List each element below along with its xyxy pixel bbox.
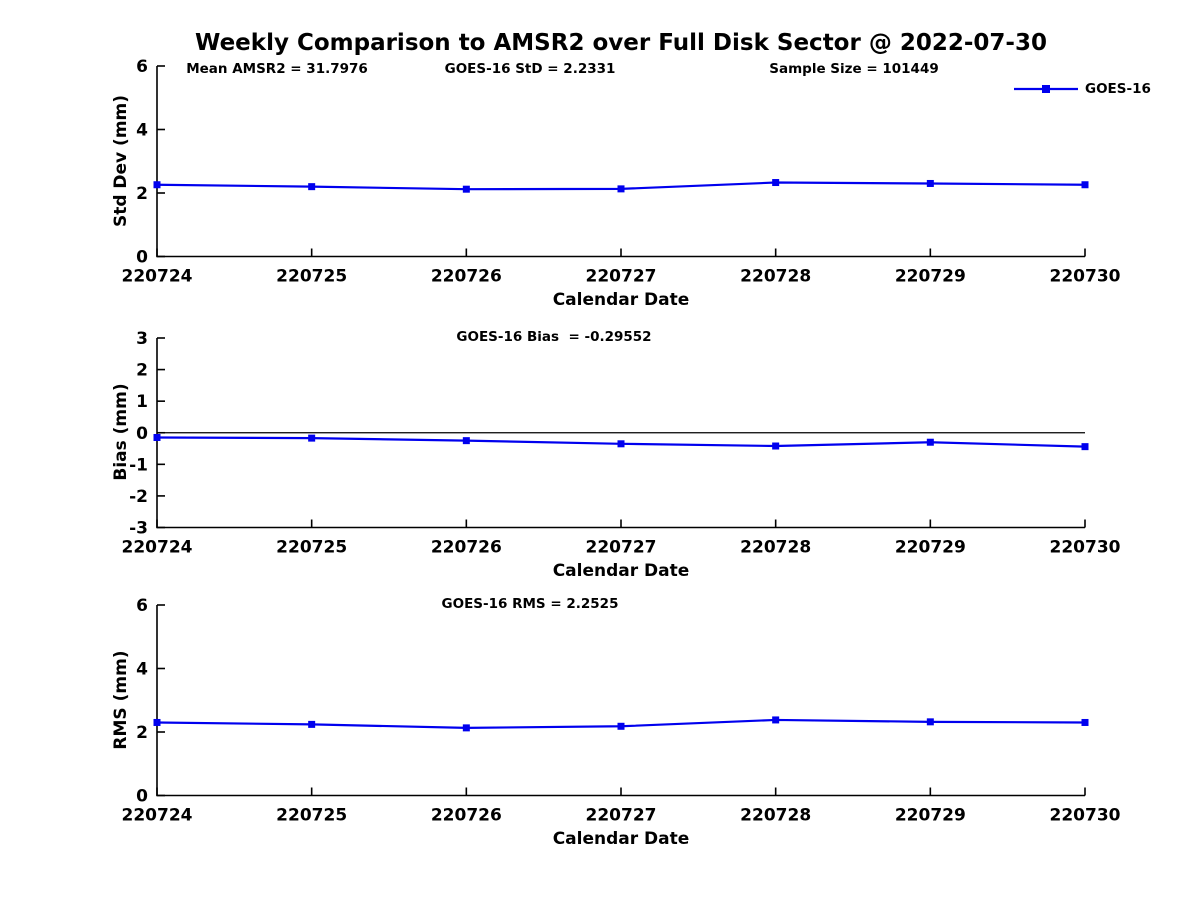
data-point-marker [153, 433, 161, 441]
legend-line-marker-icon [1014, 85, 1078, 93]
data-point-marker [462, 185, 470, 193]
data-point-marker [1081, 181, 1089, 189]
data-point-marker [1081, 443, 1089, 451]
subplot-std-dev-series-markers [153, 179, 1089, 193]
data-point-marker [617, 722, 625, 730]
data-point-marker [926, 179, 934, 187]
y-tick-label: 0 [136, 424, 148, 444]
y-tick-label: 2 [136, 723, 148, 743]
annotation-sample-size: Sample Size = 101449 [769, 61, 939, 77]
annotation-goes16-bias: GOES-16 Bias = -0.29552 [456, 329, 652, 345]
annotation-goes16-std: GOES-16 StD = 2.2331 [444, 61, 616, 77]
subplot-rms-series-markers [153, 716, 1089, 732]
data-point-marker [462, 437, 470, 445]
subplot-rms-x-ticks: 220724 220725 220726 220727 220728 220729 2207… [122, 787, 1121, 826]
x-tick-label: 220725 [276, 538, 347, 558]
data-point-marker [308, 434, 316, 442]
data-point-marker [1081, 718, 1089, 726]
y-tick-label: -3 [129, 519, 148, 539]
x-tick-label: 220726 [431, 267, 502, 287]
data-point-marker [617, 185, 625, 193]
subplot-bias-x-ticks: 220724 220725 220726 220727 220728 220729 2207… [122, 519, 1121, 558]
subplot-std-dev-x-ticks: 220724 220725 220726 220727 220728 220729 2207… [122, 248, 1121, 287]
subplot-std-dev-axes [156, 66, 1085, 258]
y-axis-label-rms: RMS (mm) [111, 650, 131, 750]
x-tick-label: 220724 [122, 538, 193, 558]
subplot-rms: 0 2 4 6 220724 220725 220726 220727 220728 220729… [122, 596, 1121, 826]
subplot-rms-y-ticks: 0 2 4 6 [136, 596, 165, 807]
x-tick-label: 220728 [740, 538, 811, 558]
x-tick-label: 220727 [586, 267, 657, 287]
data-point-marker [772, 442, 780, 450]
figure-title: Weekly Comparison to AMSR2 over Full Dis… [195, 30, 1047, 56]
x-tick-label: 220730 [1050, 538, 1121, 558]
data-point-marker [153, 718, 161, 726]
legend: GOES-16 [1013, 81, 1151, 97]
x-tick-label: 220728 [740, 267, 811, 287]
subplot-bias: -3 -2 -1 0 1 2 3 220724 220725 220726 220727 220728… [122, 329, 1121, 558]
y-tick-label: 1 [136, 392, 148, 412]
x-tick-label: 220724 [122, 806, 193, 826]
subplot-std-dev: 0 2 4 6 220724 220725 220726 220727 220728 220729… [122, 57, 1121, 287]
data-point-marker [308, 183, 316, 191]
y-tick-label: -1 [129, 455, 148, 475]
x-tick-label: 220730 [1050, 806, 1121, 826]
y-tick-label: 0 [136, 787, 148, 807]
subplot-bias-y-ticks: -3 -2 -1 0 1 2 3 [129, 329, 165, 539]
x-tick-label: 220727 [586, 806, 657, 826]
x-tick-label: 220727 [586, 538, 657, 558]
x-tick-label: 220725 [276, 267, 347, 287]
y-axis-label-bias: Bias (mm) [111, 383, 131, 481]
data-point-marker [153, 181, 161, 189]
x-tick-label: 220729 [895, 267, 966, 287]
y-tick-label: 2 [136, 361, 148, 381]
y-axis-label-std-dev: Std Dev (mm) [111, 94, 131, 228]
x-tick-label: 220726 [431, 806, 502, 826]
y-tick-label: 3 [136, 329, 148, 349]
x-tick-label: 220725 [276, 806, 347, 826]
x-tick-label: 220729 [895, 538, 966, 558]
subplot-std-dev-y-ticks: 0 2 4 6 [136, 57, 165, 268]
annotation-goes16-rms: GOES-16 RMS = 2.2525 [441, 596, 619, 612]
legend-label: GOES-16 [1085, 81, 1151, 97]
data-point-marker [772, 179, 780, 187]
data-point-marker [772, 716, 780, 724]
x-tick-label: 220730 [1050, 267, 1121, 287]
x-tick-label: 220728 [740, 806, 811, 826]
y-tick-label: 2 [136, 184, 148, 204]
data-point-marker [926, 438, 934, 446]
y-tick-label: 0 [136, 248, 148, 268]
y-tick-label: 4 [136, 660, 148, 680]
subplot-bias-series-markers [153, 433, 1089, 451]
x-tick-label: 220729 [895, 806, 966, 826]
data-point-marker [462, 724, 470, 732]
x-tick-label: 220724 [122, 267, 193, 287]
x-axis-label-2: Calendar Date [552, 561, 690, 581]
x-tick-label: 220726 [431, 538, 502, 558]
data-point-marker [617, 440, 625, 448]
y-tick-label: 4 [136, 121, 148, 141]
data-point-marker [308, 720, 316, 728]
annotation-mean-amsr2: Mean AMSR2 = 31.7976 [186, 61, 368, 77]
y-tick-label: 6 [136, 57, 148, 77]
y-tick-label: -2 [129, 487, 148, 507]
data-point-marker [926, 718, 934, 726]
x-axis-label-1: Calendar Date [552, 290, 690, 310]
x-axis-label-3: Calendar Date [552, 829, 690, 849]
subplot-rms-axes [156, 605, 1085, 797]
y-tick-label: 6 [136, 596, 148, 616]
